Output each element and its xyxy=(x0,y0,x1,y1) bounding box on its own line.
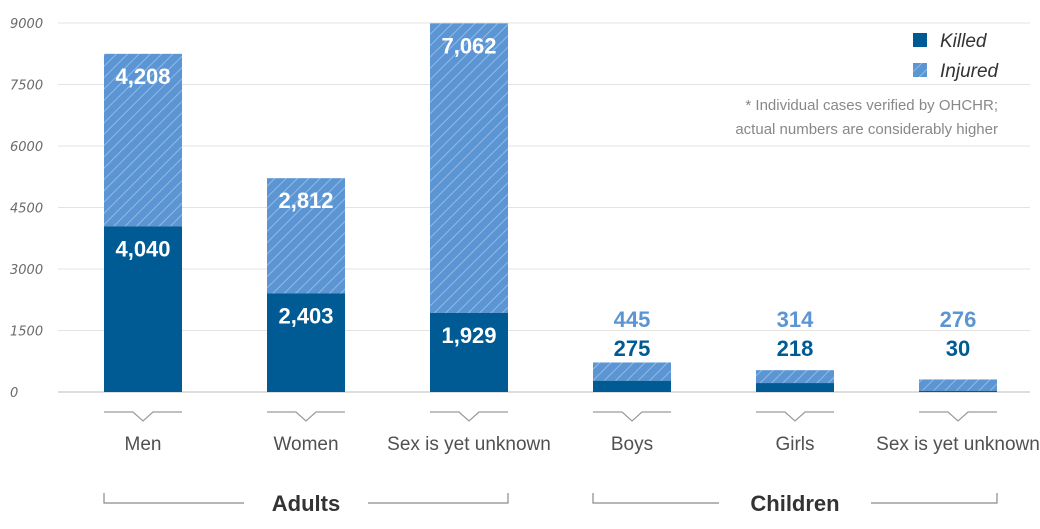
category-label: Sex is yet unknown xyxy=(387,434,551,455)
group-bracket-right xyxy=(871,493,998,504)
y-tick-label: 7500 xyxy=(10,79,43,94)
category-bracket xyxy=(430,411,508,422)
bar-injured xyxy=(267,178,345,294)
bar-injured xyxy=(756,370,834,384)
data-label-killed: 30 xyxy=(946,336,970,361)
bar-injured xyxy=(593,362,671,381)
group-bracket-left xyxy=(592,493,719,504)
bar-killed xyxy=(267,293,345,392)
category-label: Men xyxy=(125,434,162,455)
y-tick-label: 9000 xyxy=(10,17,43,32)
legend-label-killed: Killed xyxy=(940,31,988,52)
data-label-killed: 275 xyxy=(614,336,651,361)
y-axis: 0 1500 3000 4500 6000 7500 9000 xyxy=(10,17,43,401)
legend-swatch-killed xyxy=(913,33,927,47)
category-bracket xyxy=(756,411,834,422)
group-label: Children xyxy=(750,491,839,516)
category-label: Girls xyxy=(775,434,814,455)
bar-killed xyxy=(104,226,182,392)
chart-note: * Individual cases verified by OHCHR; ac… xyxy=(735,97,998,138)
y-tick-label: 1500 xyxy=(10,325,43,340)
category-label: Boys xyxy=(611,434,653,455)
y-tick-label: 3000 xyxy=(10,263,43,278)
y-tick-label: 6000 xyxy=(10,140,43,155)
bar-killed xyxy=(593,380,671,392)
bar-injured xyxy=(104,53,182,227)
bar-killed xyxy=(430,312,508,392)
category-bracket xyxy=(593,411,671,422)
y-tick-label: 4500 xyxy=(10,202,43,217)
bar-injured xyxy=(919,379,997,391)
note-line-2: actual numbers are considerably higher xyxy=(735,121,998,138)
data-label-killed: 1,929 xyxy=(441,323,496,348)
category-label: Women xyxy=(273,434,338,455)
data-label-injured: 276 xyxy=(940,307,977,332)
category-bracket xyxy=(104,411,182,422)
legend-label-injured: Injured xyxy=(940,61,1000,82)
data-label-killed: 4,040 xyxy=(115,236,170,261)
bars: 4,040 4,208 2,403 2,812 1,929 7,062 275 445 218 3… xyxy=(104,23,997,392)
data-label-injured: 7,062 xyxy=(441,33,496,58)
data-label-injured: 4,208 xyxy=(115,64,170,89)
data-label-injured: 2,812 xyxy=(278,188,333,213)
bar-killed xyxy=(919,390,997,392)
note-line-1: * Individual cases verified by OHCHR; xyxy=(745,97,998,114)
gridlines xyxy=(58,22,1030,393)
data-label-killed: 218 xyxy=(777,336,814,361)
x-axis: Men Women Sex is yet unknown Boys Girls Sex i… xyxy=(103,411,1040,516)
category-bracket xyxy=(919,411,997,422)
data-label-injured: 314 xyxy=(777,307,814,332)
group-bracket-right xyxy=(368,493,509,504)
data-label-injured: 445 xyxy=(614,307,651,332)
y-tick-label: 0 xyxy=(10,386,18,401)
legend-swatch-injured xyxy=(913,63,927,77)
legend: Killed Injured xyxy=(913,31,1000,82)
category-label: Sex is yet unknown xyxy=(876,434,1040,455)
group-bracket-left xyxy=(103,493,244,504)
data-label-killed: 2,403 xyxy=(278,303,333,328)
bar-injured xyxy=(430,23,508,313)
category-bracket xyxy=(267,411,345,422)
bar-killed xyxy=(756,383,834,392)
group-label: Adults xyxy=(272,491,340,516)
